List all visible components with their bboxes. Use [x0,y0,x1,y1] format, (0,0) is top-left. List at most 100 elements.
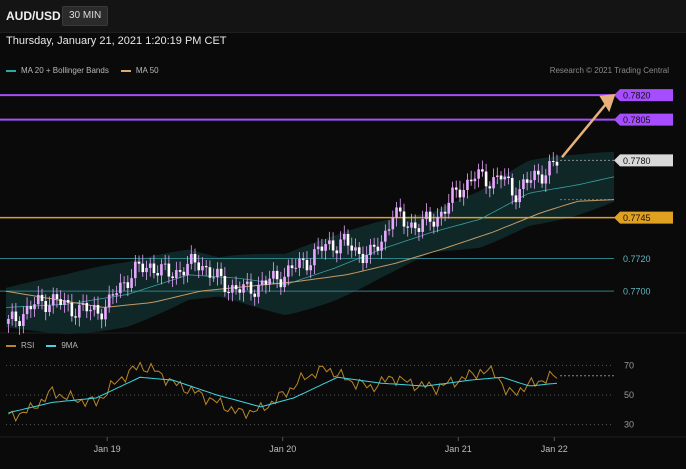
candle-body [66,300,70,303]
rsi-tick-label-2: 30 [624,420,634,430]
legend-label-ma50: MA 50 [135,66,159,75]
candle-body [78,304,81,318]
candle-body [22,314,25,326]
candle-body [171,276,174,279]
candle-body [357,247,361,254]
legend-swatch-9ma [46,344,57,347]
candle-body [275,270,279,280]
candle-body [279,279,283,288]
symbol-title: AUD/USD [6,9,61,23]
candle-body [305,259,309,271]
candle-body [14,311,18,322]
level-tag-bg-3 [614,211,673,224]
candle-body [503,176,507,180]
candle-body [510,178,514,196]
candle-body [443,211,447,214]
level-tag-0: 0.7820 [614,89,673,102]
candle-body [537,170,540,175]
candle-body [92,304,96,310]
candle-body [346,233,350,246]
level-tag-1: 0.7805 [614,113,673,126]
candle-body [89,309,92,312]
candle-body [413,222,417,229]
candle-body [354,247,357,251]
candle-body [55,294,59,300]
candle-body [201,266,204,271]
candle-body [48,305,51,313]
candle-body [421,219,424,232]
candle-body [313,249,316,266]
legend-swatch-ma20 [6,69,16,72]
candle-body [320,246,324,251]
candle-body [141,263,145,273]
candle-body [398,207,402,212]
candle-body [495,175,499,178]
candle-body [257,284,260,297]
legend-item-ma50: MA 50 [120,66,159,75]
candle-body [219,268,223,277]
candle-body [167,263,171,277]
legend-swatch-ma50 [120,69,131,72]
candle-body [44,300,48,313]
candle-body [290,265,294,269]
x-tick-label-1: Jan 20 [269,444,296,454]
candle-body [451,187,454,203]
candle-body [339,239,342,254]
legend-label-rsi: RSI [21,341,35,350]
candle-body [81,302,85,305]
candle-body [406,226,410,228]
candle-body [440,211,443,217]
candle-body [197,262,201,271]
candle-body [74,316,77,318]
interval-button[interactable]: 30 MIN [62,6,109,26]
candle-body [25,306,29,315]
candle-body [107,294,111,308]
candle-body [18,321,21,326]
candle-body [529,180,533,183]
candle-body [115,293,118,296]
candle-body [428,211,432,222]
candle-body [283,276,286,288]
candle-body [369,244,372,256]
candle-body [119,282,122,294]
candle-body [350,245,354,251]
x-tick-label-3: Jan 22 [541,444,568,454]
candle-body [410,222,413,228]
candle-body [287,265,290,277]
candle-body [96,304,100,314]
legend-item-rsi: RSI [6,341,34,350]
candle-body [507,176,510,179]
candle-body [477,169,480,179]
candle-body [384,230,387,242]
candle-body [447,202,451,214]
candle-body [212,277,215,279]
rsi-9ma-line [8,376,558,414]
candle-body [432,221,436,227]
legend-item-9ma: 9MA [46,341,78,350]
candle-body [253,293,257,297]
level-label-0: 0.7820 [623,91,651,101]
candle-body [178,270,182,272]
candle-body [126,282,130,288]
candle-body [462,189,466,198]
level-tag-bg-2 [614,154,673,167]
bollinger-band [6,151,614,335]
candle-body [133,261,137,279]
candle-body [387,229,391,231]
candle-body [260,280,264,285]
candle-body [40,294,44,301]
candle-body [223,276,227,293]
candle-body [540,174,544,184]
candle-body [130,278,133,288]
candle-body [316,246,320,250]
candle-body [208,267,212,278]
candle-body [36,294,40,305]
candle-body [245,281,249,285]
candle-body [551,161,555,163]
rsi-line [8,361,558,423]
candle-body [365,255,368,264]
candle-body [458,189,462,198]
candle-body [380,241,383,251]
x-tick-label-0: Jan 19 [94,444,121,454]
